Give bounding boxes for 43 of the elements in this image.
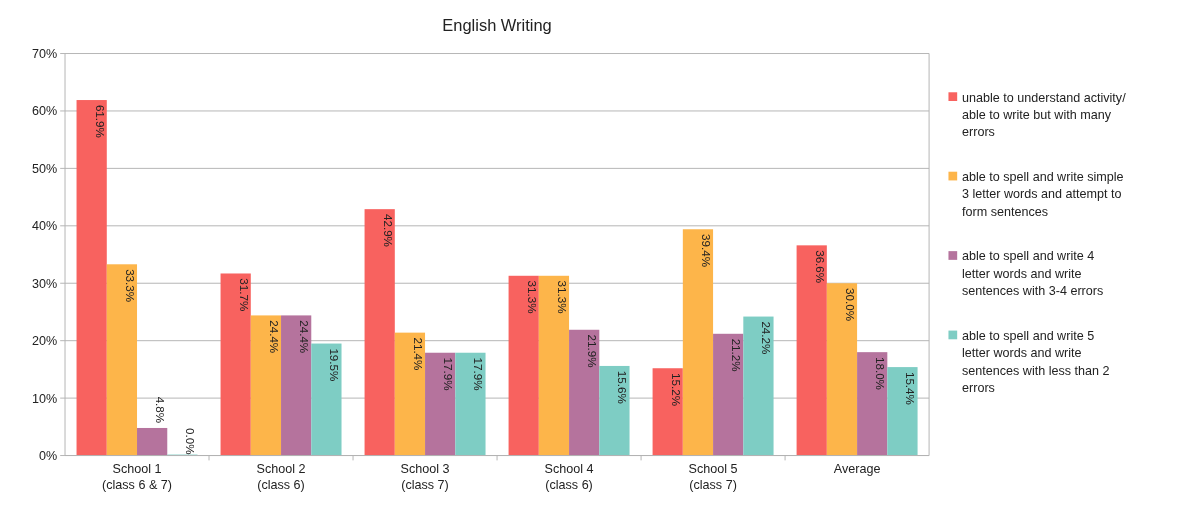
y-tick-label: 60%: [32, 104, 58, 119]
chart-title: English Writing: [442, 16, 552, 35]
data-label: 39.4%: [699, 234, 713, 268]
x-tick-label: School 1 (class 6 & 7): [102, 461, 172, 493]
data-label: 33.3%: [123, 269, 137, 303]
data-label: 31.7%: [237, 278, 251, 312]
data-label: 21.4%: [411, 337, 425, 371]
data-label: 31.3%: [555, 280, 569, 314]
y-tick-label: 40%: [32, 219, 58, 234]
data-label: 15.4%: [904, 371, 918, 405]
data-label: 36.6%: [813, 250, 827, 284]
data-label: 61.9%: [93, 104, 107, 138]
y-tick-label: 0%: [39, 448, 58, 463]
data-label: 42.9%: [381, 214, 395, 247]
data-label: 24.4%: [298, 320, 312, 354]
data-label: 15.6%: [616, 370, 630, 404]
data-label: 19.5%: [328, 348, 342, 382]
data-label: 24.4%: [267, 320, 281, 354]
x-tick-label: School 3 (class 7): [400, 461, 450, 493]
data-label: 17.9%: [472, 357, 486, 391]
data-label: 15.2%: [669, 373, 683, 407]
legend-label: able to spell and write 4 letter words and write sentences with 3-4 errors: [962, 249, 1104, 299]
data-label: 24.2%: [760, 321, 774, 355]
data-label: 17.9%: [442, 357, 456, 391]
data-label: 21.2%: [730, 338, 744, 372]
x-tick-label: Average: [833, 461, 881, 476]
y-tick-label: 20%: [32, 334, 58, 349]
y-tick-label: 70%: [32, 46, 58, 61]
data-label: 31.3%: [525, 280, 539, 314]
y-tick-label: 10%: [32, 391, 58, 406]
data-label: 0.0%: [184, 428, 198, 455]
y-tick-label: 50%: [32, 161, 58, 176]
legend-label: able to spell and write simple 3 letter words and attempt to form sentences: [962, 169, 1124, 219]
x-tick-label: School 5 (class 7): [688, 461, 738, 493]
legend-label: unable to understand activity/ able to write but with many errors: [962, 90, 1127, 140]
legend-label: able to spell and write 5 letter words and write sentences with less than 2 errors: [962, 328, 1110, 396]
data-label: 18.0%: [874, 357, 888, 390]
data-label: 4.8%: [154, 396, 168, 424]
data-label: 30.0%: [843, 288, 857, 322]
x-tick-label: School 4 (class 6): [544, 461, 594, 493]
y-tick-label: 30%: [32, 276, 58, 291]
data-label: 21.9%: [586, 334, 600, 368]
x-tick-label: School 2 (class 6): [256, 461, 306, 493]
